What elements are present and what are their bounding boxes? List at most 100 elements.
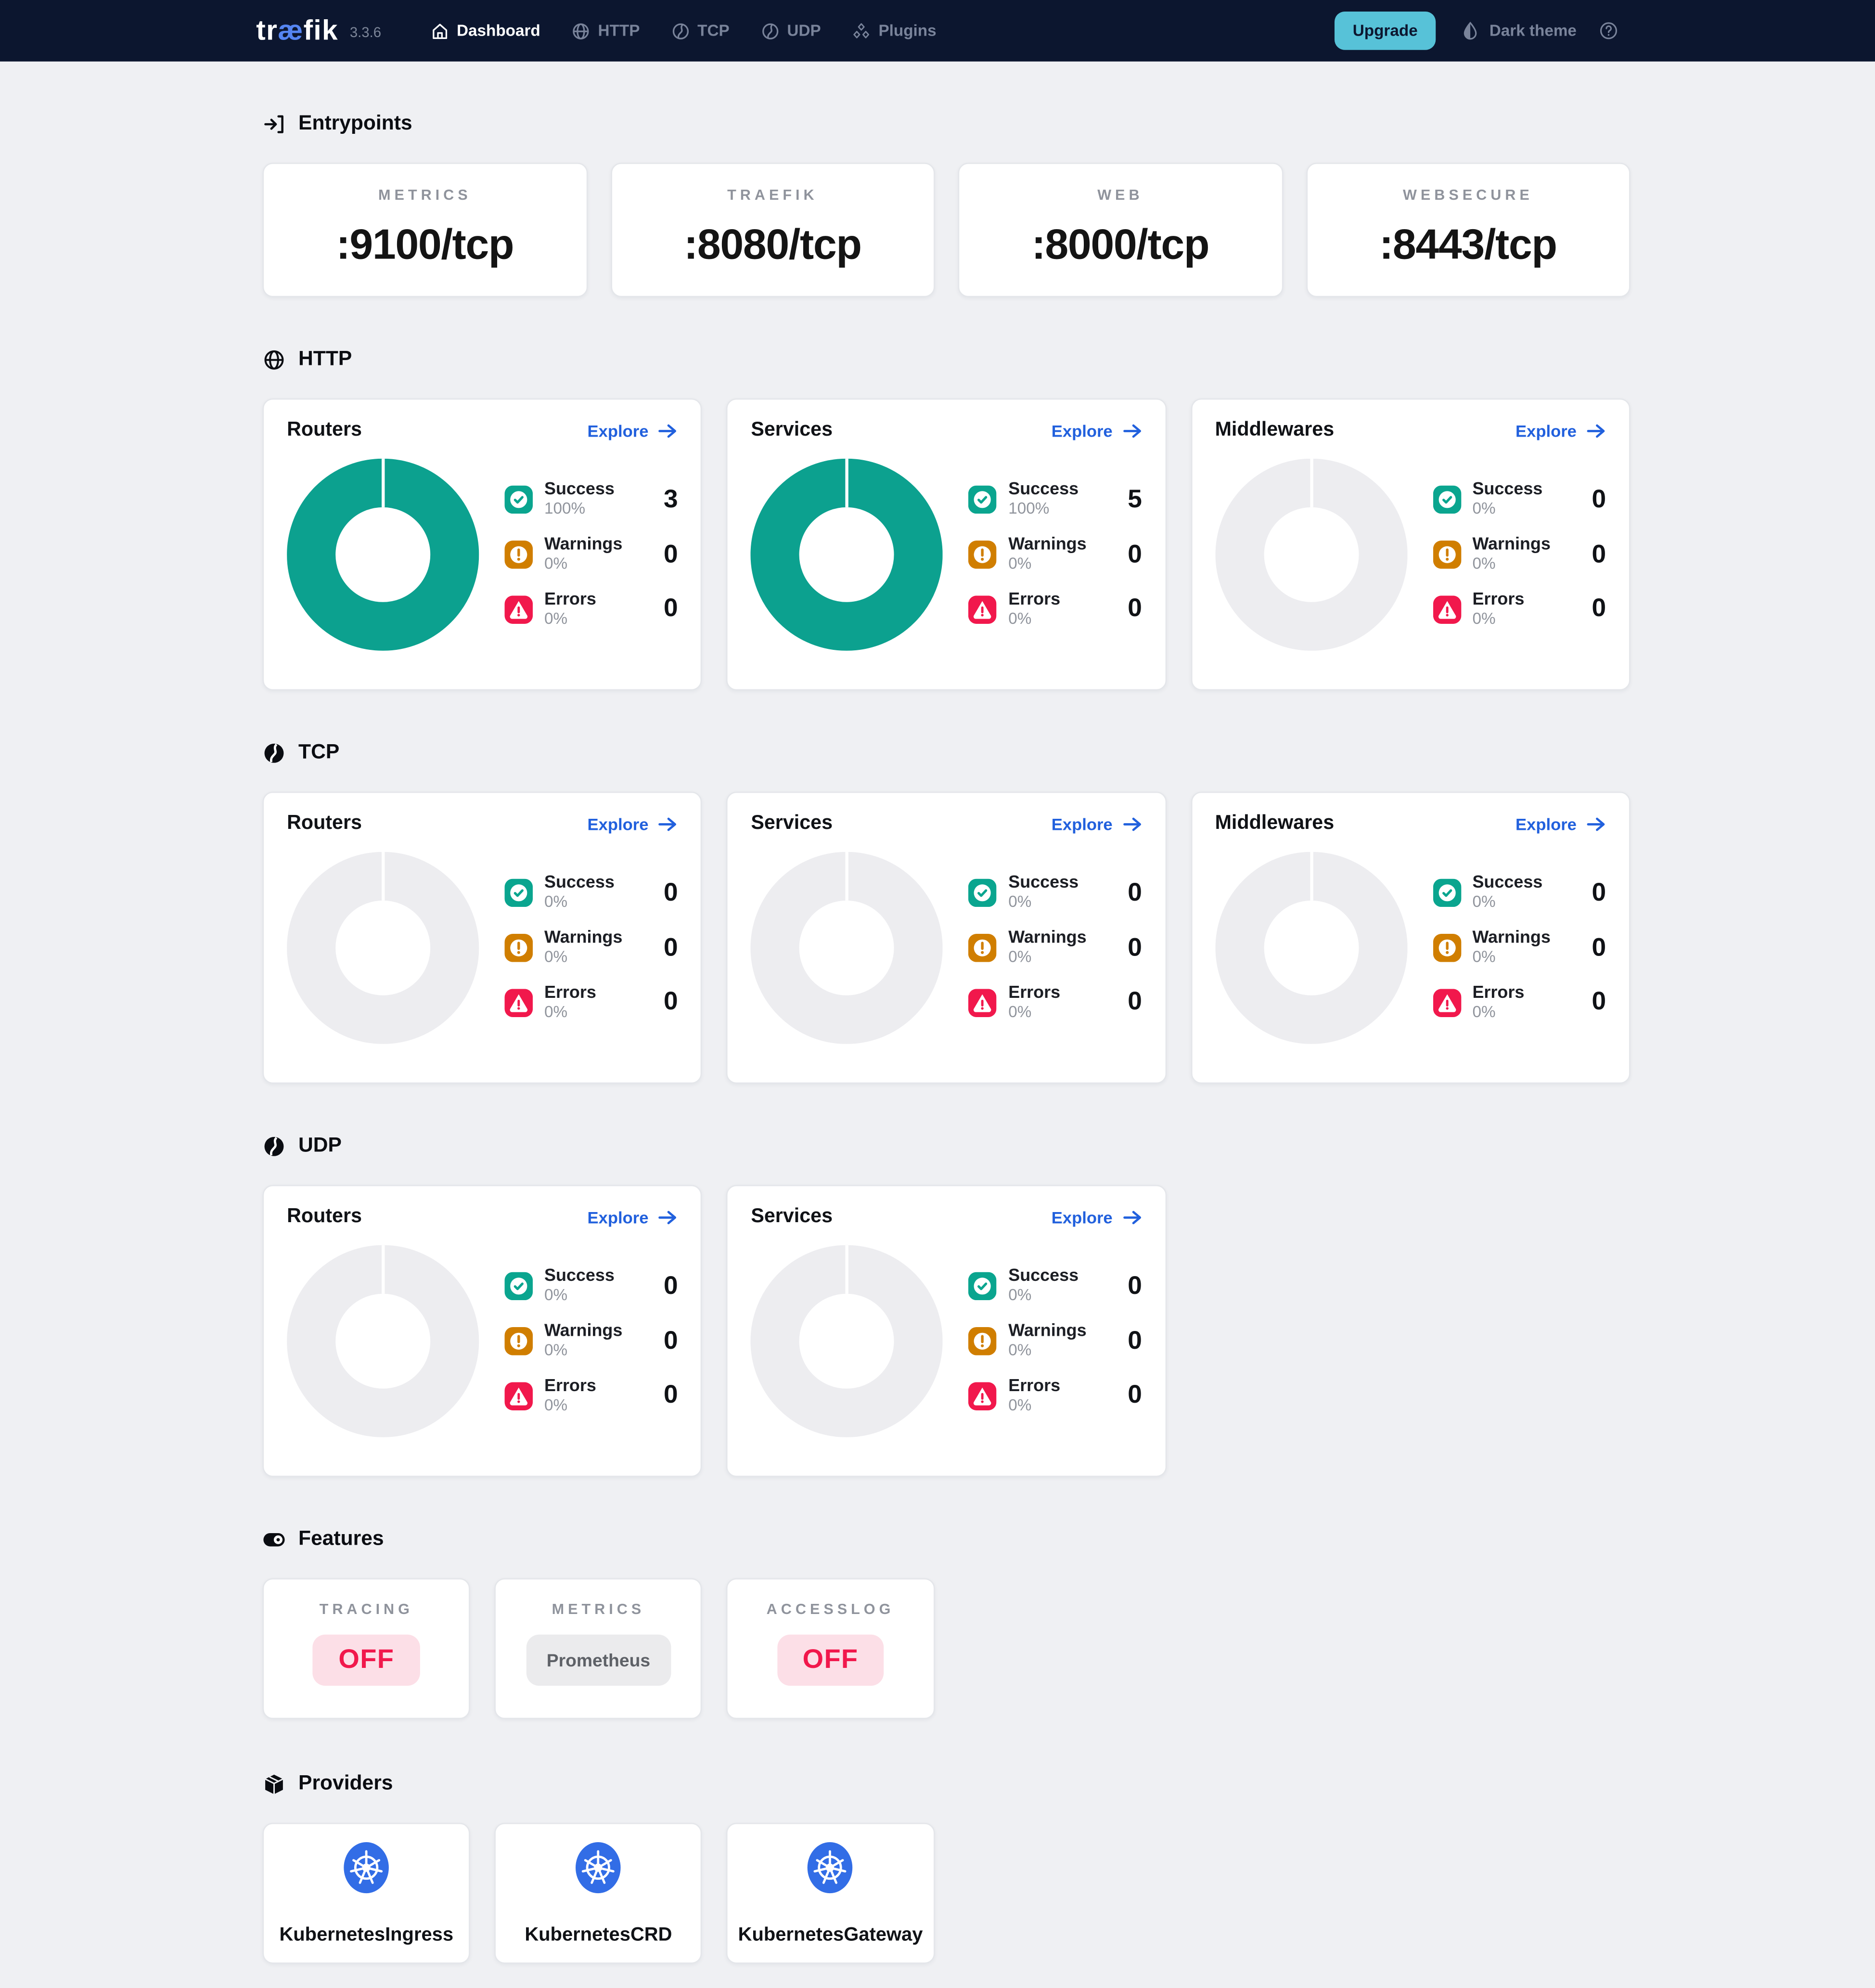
card-title: Middlewares bbox=[1215, 812, 1335, 834]
stat-label: Warnings bbox=[1008, 534, 1087, 554]
nav-item-http[interactable]: HTTP bbox=[556, 0, 655, 62]
nav-item-plugins[interactable]: Plugins bbox=[836, 0, 952, 62]
tcp-grid: Routers Explore Success 0% 0 Warnings 0% bbox=[262, 791, 1631, 1084]
stat-row-errors: Errors 0% 0 bbox=[1433, 589, 1606, 630]
http-routers-card: Routers Explore Success 100% 3 Warnings 0 bbox=[262, 398, 703, 691]
stat-row-errors: Errors 0% 0 bbox=[969, 589, 1142, 630]
entrypoint-label: WEB bbox=[1097, 188, 1143, 204]
stat-pct: 0% bbox=[1472, 555, 1496, 573]
explore-link[interactable]: Explore bbox=[1515, 421, 1606, 440]
logo-text: fik bbox=[303, 14, 338, 46]
success-icon bbox=[969, 1272, 997, 1301]
stat-pct: 0% bbox=[1472, 1003, 1496, 1021]
stat-label: Errors bbox=[544, 1375, 596, 1395]
feature-card-accesslog: ACCESSLOG OFF bbox=[726, 1578, 935, 1719]
explore-link[interactable]: Explore bbox=[1052, 814, 1142, 833]
stat-label: Errors bbox=[1008, 1375, 1061, 1395]
explore-link[interactable]: Explore bbox=[1515, 814, 1606, 833]
stat-label: Errors bbox=[544, 589, 596, 608]
stat-pct: 0% bbox=[1008, 893, 1032, 912]
explore-link[interactable]: Explore bbox=[588, 814, 678, 833]
stat-pct: 0% bbox=[1008, 1287, 1032, 1305]
explore-link[interactable]: Explore bbox=[588, 421, 678, 440]
stat-label: Warnings bbox=[1472, 927, 1551, 947]
stat-row-success: Success 0% 0 bbox=[1433, 873, 1606, 914]
error-icon bbox=[969, 1382, 997, 1410]
stat-value: 0 bbox=[664, 540, 678, 568]
stat-label: Errors bbox=[544, 982, 596, 1002]
stat-label: Warnings bbox=[544, 1320, 623, 1340]
stat-label: Success bbox=[1008, 873, 1079, 892]
explore-label: Explore bbox=[1051, 1207, 1113, 1227]
stat-row-warnings: Warnings 0% 0 bbox=[1433, 534, 1606, 575]
feature-label: METRICS bbox=[552, 1602, 645, 1618]
stat-value: 0 bbox=[664, 1326, 678, 1355]
stat-row-errors: Errors 0% 0 bbox=[969, 982, 1142, 1023]
donut-chart bbox=[287, 852, 479, 1044]
nav-item-tcp[interactable]: TCP bbox=[655, 0, 745, 62]
provider-name: KubernetesCRD bbox=[525, 1924, 672, 1946]
success-icon bbox=[505, 879, 533, 907]
entrypoint-label: WEBSECURE bbox=[1402, 188, 1533, 204]
help-icon[interactable] bbox=[1598, 21, 1619, 41]
stat-row-warnings: Warnings 0% 0 bbox=[1433, 928, 1606, 968]
stat-value: 0 bbox=[1592, 540, 1606, 568]
main-nav: Dashboard HTTP TCP UDP Plugins bbox=[414, 0, 951, 62]
stat-row-errors: Errors 0% 0 bbox=[969, 1376, 1142, 1417]
theme-label: Dark theme bbox=[1489, 22, 1577, 40]
stat-pct: 0% bbox=[544, 555, 568, 573]
explore-label: Explore bbox=[587, 421, 649, 440]
feature-status-badge: Prometheus bbox=[526, 1634, 671, 1686]
login-icon bbox=[263, 113, 286, 136]
explore-link[interactable]: Explore bbox=[1052, 421, 1142, 440]
plugins-icon bbox=[852, 21, 871, 40]
nav-item-dashboard[interactable]: Dashboard bbox=[414, 0, 556, 62]
home-icon bbox=[430, 21, 449, 40]
entrypoint-label: TRAEFIK bbox=[727, 188, 818, 204]
feature-label: ACCESSLOG bbox=[766, 1602, 895, 1618]
http-middlewares-card: Middlewares Explore Success 0% 0 Warning bbox=[1191, 398, 1631, 691]
theme-toggle[interactable]: Dark theme bbox=[1460, 21, 1577, 41]
explore-link[interactable]: Explore bbox=[588, 1207, 678, 1226]
stat-value: 5 bbox=[1128, 485, 1142, 514]
error-icon bbox=[969, 989, 997, 1017]
card-title: Services bbox=[751, 812, 833, 834]
stat-value: 0 bbox=[1128, 933, 1142, 962]
success-icon bbox=[505, 1272, 533, 1301]
card-title: Routers bbox=[287, 1205, 362, 1227]
nav-item-udp[interactable]: UDP bbox=[745, 0, 836, 62]
error-icon bbox=[505, 1382, 533, 1410]
stat-label: Errors bbox=[1472, 982, 1525, 1002]
stat-pct: 0% bbox=[1008, 1342, 1032, 1360]
stat-pct: 0% bbox=[1008, 948, 1032, 967]
arrow-right-icon bbox=[657, 422, 678, 439]
upgrade-button[interactable]: Upgrade bbox=[1335, 11, 1436, 50]
stat-row-success: Success 0% 0 bbox=[505, 873, 678, 914]
stat-value: 0 bbox=[1592, 594, 1606, 623]
package-icon bbox=[263, 1773, 286, 1796]
logo-text: tr bbox=[256, 14, 278, 46]
entrypoint-port: :8443/tcp bbox=[1379, 220, 1557, 268]
success-icon bbox=[1433, 879, 1461, 907]
stat-label: Success bbox=[544, 873, 615, 892]
stat-label: Success bbox=[544, 479, 615, 499]
arrow-right-icon bbox=[1121, 1209, 1142, 1226]
stat-value: 0 bbox=[1128, 878, 1142, 907]
stat-row-success: Success 0% 0 bbox=[969, 1266, 1142, 1307]
stat-value: 0 bbox=[1128, 1381, 1142, 1410]
donut-chart bbox=[287, 1245, 479, 1437]
tcp-routers-card: Routers Explore Success 0% 0 Warnings 0% bbox=[262, 791, 703, 1084]
stat-value: 0 bbox=[664, 594, 678, 623]
stat-label: Warnings bbox=[544, 927, 623, 947]
explore-label: Explore bbox=[1515, 814, 1577, 834]
donut-chart bbox=[751, 459, 943, 651]
stat-row-warnings: Warnings 0% 0 bbox=[505, 534, 678, 575]
entrypoint-card-traefik: TRAEFIK :8080/tcp bbox=[610, 162, 935, 297]
explore-link[interactable]: Explore bbox=[1052, 1207, 1142, 1226]
stat-value: 0 bbox=[1128, 988, 1142, 1017]
stat-label: Errors bbox=[1008, 589, 1061, 608]
section-title: Features bbox=[298, 1528, 384, 1550]
arrow-right-icon bbox=[1586, 422, 1606, 439]
globe-icon bbox=[571, 21, 591, 40]
stat-value: 0 bbox=[1128, 594, 1142, 623]
